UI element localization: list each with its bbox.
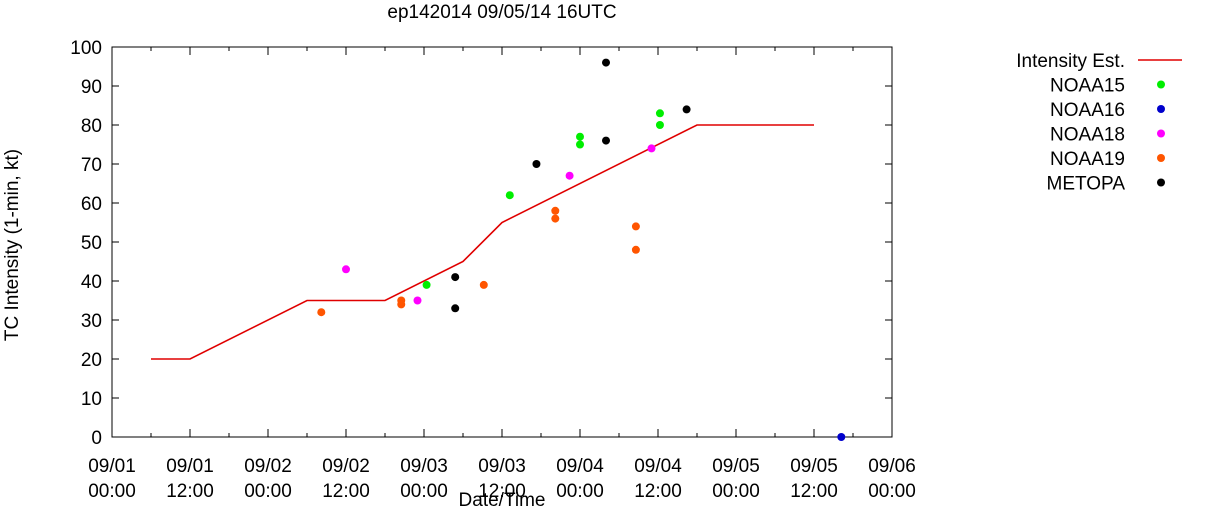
x-tick-time: 12:00 <box>322 481 370 502</box>
y-tick-label: 0 <box>91 428 102 449</box>
noaa19-point <box>317 308 326 317</box>
x-tick-date: 09/03 <box>400 456 448 477</box>
noaa19-point <box>631 222 640 231</box>
legend-label: NOAA19 <box>1050 149 1125 170</box>
x-tick-date: 09/01 <box>166 456 214 477</box>
y-tick-label: 80 <box>81 116 102 137</box>
x-tick-time: 00:00 <box>712 481 760 502</box>
x-tick-time: 12:00 <box>790 481 838 502</box>
x-tick-date: 09/05 <box>712 456 760 477</box>
noaa15-point <box>576 140 584 149</box>
x-tick-time: 12:00 <box>478 481 526 502</box>
intensity-line-layer <box>151 124 814 360</box>
satellite-points-layer <box>317 58 846 441</box>
metopa-point <box>451 273 460 282</box>
noaa18-point <box>647 144 656 153</box>
x-axis: 09/01 00:00 09/01 12:00 09/02 00:00 09/02 12:00… <box>88 47 916 502</box>
legend: Intensity Est. NOAA15 NOAA16 NOAA18 NOAA19 ME… <box>1016 51 1182 195</box>
y-axis-label: TC Intensity (1-min, kt) <box>2 149 23 341</box>
y-tick-label: 90 <box>81 77 102 98</box>
noaa15-point <box>505 191 514 200</box>
x-tick-date: 09/04 <box>556 456 604 477</box>
legend-label: NOAA15 <box>1050 76 1125 97</box>
noaa18-point <box>342 265 350 274</box>
noaa18-point <box>413 296 422 305</box>
x-tick-time: 00:00 <box>400 481 448 502</box>
legend-marker-noaa18 <box>1157 129 1165 138</box>
noaa19-point <box>551 206 560 215</box>
metopa-point <box>602 58 610 67</box>
x-tick-date: 09/03 <box>478 456 526 477</box>
noaa19-point <box>631 245 640 254</box>
noaa15-point <box>655 109 664 118</box>
x-tick-time: 00:00 <box>88 481 136 502</box>
y-tick-label: 30 <box>81 311 102 332</box>
legend-label: METOPA <box>1047 174 1126 195</box>
y-tick-label: 100 <box>70 38 102 59</box>
noaa15-point <box>655 121 664 129</box>
chart-title: ep142014 09/05/14 16UTC <box>387 2 616 23</box>
legend-label: Intensity Est. <box>1016 51 1125 72</box>
y-tick-label: 40 <box>81 272 102 293</box>
legend-label: NOAA16 <box>1050 100 1125 121</box>
x-tick-time: 12:00 <box>166 481 214 502</box>
metopa-point <box>532 160 541 168</box>
intensity-est-line <box>151 124 814 360</box>
noaa16-point <box>837 433 846 441</box>
x-tick-date: 09/05 <box>790 456 838 477</box>
y-tick-label: 70 <box>81 155 102 176</box>
legend-marker-noaa15 <box>1157 80 1165 89</box>
x-tick-date: 09/04 <box>634 456 682 477</box>
metopa-point <box>682 105 691 114</box>
legend-marker-metopa <box>1157 178 1165 187</box>
x-tick-date: 09/01 <box>88 456 136 477</box>
y-tick-label: 20 <box>81 350 102 371</box>
x-tick-time: 00:00 <box>556 481 604 502</box>
x-axis-label: Date/Time <box>459 490 546 509</box>
x-tick-time: 00:00 <box>868 481 916 502</box>
x-tick-time: 00:00 <box>244 481 292 502</box>
noaa19-point <box>551 214 560 223</box>
plot-frame <box>111 46 893 438</box>
y-tick-label: 50 <box>81 233 102 254</box>
legend-marker-noaa16 <box>1157 105 1165 113</box>
legend-label: NOAA18 <box>1050 125 1125 146</box>
x-tick-date: 09/02 <box>244 456 292 477</box>
metopa-point <box>451 304 460 313</box>
y-axis: 0 10 20 30 40 50 60 70 80 90 100 <box>70 38 892 449</box>
noaa19-point <box>479 280 488 289</box>
legend-marker-noaa19 <box>1157 154 1165 162</box>
x-tick-time: 12:00 <box>634 481 682 502</box>
noaa15-point <box>576 132 584 141</box>
noaa18-point <box>565 171 574 180</box>
y-tick-label: 10 <box>81 389 102 410</box>
metopa-point <box>602 136 610 145</box>
noaa19-point <box>397 300 406 309</box>
y-tick-label: 60 <box>81 194 102 215</box>
noaa15-point <box>422 280 431 289</box>
x-tick-date: 09/06 <box>868 456 916 477</box>
x-tick-date: 09/02 <box>322 456 370 477</box>
